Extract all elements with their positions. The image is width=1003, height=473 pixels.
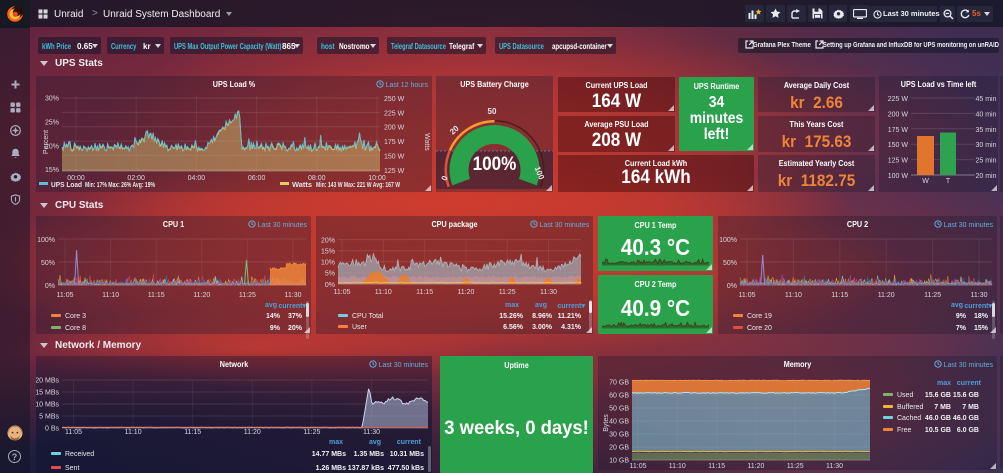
svg-text:70 GB: 70 GB xyxy=(609,380,629,387)
svg-text:50 GB: 50 GB xyxy=(609,406,629,413)
svg-text:11:15: 11:15 xyxy=(708,463,725,470)
svg-text:11:10: 11:10 xyxy=(125,429,142,436)
svg-text:11:15: 11:15 xyxy=(831,292,848,299)
svg-text:04:00: 04:00 xyxy=(188,175,206,182)
svg-text:60 GB: 60 GB xyxy=(609,393,629,400)
svg-text:00:00: 00:00 xyxy=(67,175,85,182)
svg-text:0%: 0% xyxy=(325,282,335,289)
svg-text:T: T xyxy=(946,178,951,185)
svg-text:11:20: 11:20 xyxy=(244,429,261,436)
svg-text:11:10: 11:10 xyxy=(102,292,119,299)
svg-text:50: 50 xyxy=(488,107,497,116)
svg-text:175 W: 175 W xyxy=(888,127,909,134)
svg-text:225 W: 225 W xyxy=(384,110,405,117)
svg-text:Min: 143 W Max: 221 W Avg: 1: Min: 143 W Max: 221 W Avg: 167 W xyxy=(316,182,400,189)
svg-text:0%: 0% xyxy=(727,283,737,290)
svg-text:30 min: 30 min xyxy=(976,142,997,149)
svg-text:20 MBs: 20 MBs xyxy=(36,378,59,385)
svg-text:11:05: 11:05 xyxy=(65,429,82,436)
svg-text:100 W: 100 W xyxy=(888,173,909,180)
svg-text:11:05: 11:05 xyxy=(334,289,351,296)
svg-text:0 Bs: 0 Bs xyxy=(45,426,60,433)
svg-text:Watts: Watts xyxy=(423,133,430,151)
svg-text:11:20: 11:20 xyxy=(747,463,764,470)
svg-text:Watts: Watts xyxy=(292,182,312,189)
svg-text:11:15: 11:15 xyxy=(184,429,201,436)
svg-text:11:25: 11:25 xyxy=(239,292,256,299)
svg-text:11:05: 11:05 xyxy=(57,292,74,299)
svg-text:11:30: 11:30 xyxy=(540,289,557,296)
svg-text:50%: 50% xyxy=(723,260,737,267)
svg-text:100%: 100% xyxy=(37,237,55,244)
svg-text:0: 0 xyxy=(440,174,450,182)
svg-text:15%: 15% xyxy=(321,249,335,256)
svg-text:11:30: 11:30 xyxy=(363,429,380,436)
svg-text:UPS Load: UPS Load xyxy=(51,182,82,189)
svg-text:20 GB: 20 GB xyxy=(609,445,629,452)
svg-text:11:20: 11:20 xyxy=(457,289,474,296)
svg-text:11:25: 11:25 xyxy=(924,292,941,299)
svg-text:11:30: 11:30 xyxy=(826,463,843,470)
svg-text:11:30: 11:30 xyxy=(285,292,302,299)
svg-text:11:15: 11:15 xyxy=(148,292,165,299)
svg-text:08:00: 08:00 xyxy=(308,175,326,182)
svg-text:45 min: 45 min xyxy=(976,96,997,103)
svg-text:10 GB: 10 GB xyxy=(609,458,629,465)
svg-text:20 min: 20 min xyxy=(976,173,997,180)
svg-text:10%: 10% xyxy=(321,260,335,267)
svg-text:11:25: 11:25 xyxy=(499,289,516,296)
svg-text:11:20: 11:20 xyxy=(878,292,895,299)
svg-text:25 min: 25 min xyxy=(976,158,997,165)
svg-text:200 W: 200 W xyxy=(384,125,405,132)
svg-text:0%: 0% xyxy=(45,283,55,290)
svg-text:5%: 5% xyxy=(325,271,335,278)
svg-text:30%: 30% xyxy=(45,96,59,103)
svg-text:40 min: 40 min xyxy=(976,111,997,118)
svg-text:W: W xyxy=(922,178,929,185)
svg-text:11:05: 11:05 xyxy=(739,292,756,299)
svg-text:Percent: Percent xyxy=(43,130,50,154)
svg-text:125 W: 125 W xyxy=(384,168,405,175)
svg-text:225 W: 225 W xyxy=(888,96,909,103)
svg-text:175 W: 175 W xyxy=(384,139,405,146)
svg-text:02:00: 02:00 xyxy=(127,175,145,182)
svg-text:11:10: 11:10 xyxy=(669,463,686,470)
svg-text:11:25: 11:25 xyxy=(303,429,320,436)
svg-text:11:15: 11:15 xyxy=(416,289,433,296)
svg-text:11:10: 11:10 xyxy=(375,289,392,296)
svg-text:150 W: 150 W xyxy=(888,142,909,149)
svg-text:25%: 25% xyxy=(45,119,59,126)
svg-text:11:25: 11:25 xyxy=(787,463,804,470)
svg-text:10 MBs: 10 MBs xyxy=(36,402,59,409)
svg-text:Min: 17% Max: 26% Avg: 19%: Min: 17% Max: 26% Avg: 19% xyxy=(85,182,156,189)
svg-text:40 GB: 40 GB xyxy=(609,419,629,426)
svg-text:20: 20 xyxy=(448,123,461,136)
svg-text:30 GB: 30 GB xyxy=(609,432,629,439)
svg-text:20%: 20% xyxy=(45,143,59,150)
svg-text:50%: 50% xyxy=(41,260,55,267)
svg-text:150 W: 150 W xyxy=(384,153,405,160)
svg-text:200 W: 200 W xyxy=(888,111,909,118)
svg-text:250 W: 250 W xyxy=(384,96,405,103)
svg-text:100%: 100% xyxy=(719,237,737,244)
svg-text:11:20: 11:20 xyxy=(193,292,210,299)
svg-text:15 MBs: 15 MBs xyxy=(36,390,59,397)
svg-text:125 W: 125 W xyxy=(888,158,909,165)
svg-text:20%: 20% xyxy=(321,237,335,244)
svg-text:Bytes: Bytes xyxy=(603,414,610,432)
svg-text:15%: 15% xyxy=(45,167,59,174)
svg-text:5 MBs: 5 MBs xyxy=(39,414,59,421)
svg-text:10:00: 10:00 xyxy=(368,175,386,182)
svg-text:06:00: 06:00 xyxy=(248,175,266,182)
svg-text:35 min: 35 min xyxy=(976,127,997,134)
svg-text:11:30: 11:30 xyxy=(971,292,988,299)
svg-text:11:10: 11:10 xyxy=(785,292,802,299)
svg-text:11:05: 11:05 xyxy=(630,463,647,470)
